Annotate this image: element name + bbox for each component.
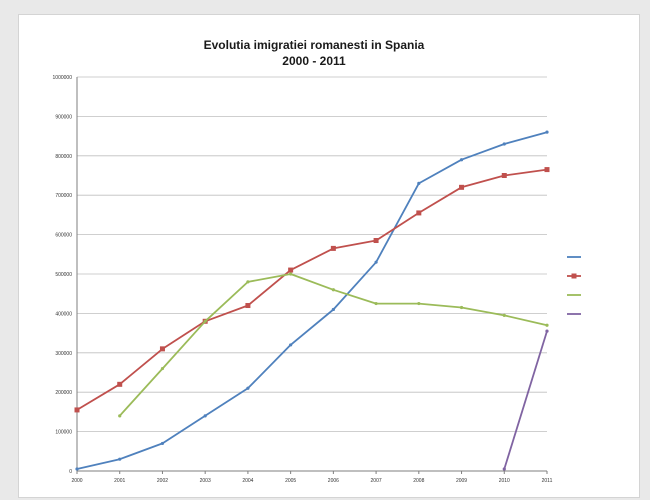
- x-tick-label: 2001: [114, 478, 125, 484]
- data-point-series-3: [289, 272, 293, 276]
- grid: [77, 76, 547, 472]
- data-point-series-1: [459, 158, 464, 162]
- data-point-series-3: [459, 305, 464, 310]
- data-point-series-3: [246, 280, 250, 284]
- data-point-series-2: [117, 381, 123, 387]
- y-tick-label: 700000: [55, 193, 72, 199]
- data-point-series-3: [374, 301, 378, 306]
- data-point-series-2: [245, 303, 251, 309]
- y-tick-label: 900000: [55, 114, 72, 120]
- data-point-series-2: [288, 267, 294, 273]
- chart-frame: Evolutia imigratiei romanesti in Spania …: [18, 14, 640, 498]
- data-point-series-1: [545, 130, 549, 134]
- chart-subtitle: 2000 - 2011: [282, 54, 346, 68]
- x-tick-label: 2003: [200, 478, 211, 484]
- chart-title: Evolutia imigratiei romanesti in Spania: [204, 38, 425, 52]
- data-point-series-2: [159, 346, 165, 352]
- series-line-3: [119, 273, 548, 417]
- data-point-series-1: [417, 181, 421, 185]
- series-line-2: [76, 168, 548, 411]
- y-tick-label: 300000: [55, 351, 72, 357]
- data-point-series-1: [289, 343, 293, 347]
- x-tick-label: 2009: [456, 478, 467, 484]
- y-tick-label: 400000: [55, 311, 72, 317]
- x-tick-label: 2004: [242, 478, 253, 484]
- data-point-series-1: [246, 386, 250, 390]
- legend: [567, 256, 581, 315]
- data-point-series-2: [74, 407, 80, 413]
- data-point-series-3: [331, 288, 335, 292]
- data-point-series-1: [118, 457, 122, 461]
- data-point-series-1: [374, 260, 378, 264]
- data-point-series-3: [203, 319, 207, 323]
- axes: 0 100000 200000 300000 400000 500000 600000 700…: [53, 75, 553, 484]
- x-tick-label: 2000: [71, 478, 82, 484]
- y-tick-label: 200000: [55, 390, 72, 396]
- data-point-series-2: [330, 245, 336, 251]
- data-point-series-2: [501, 173, 507, 178]
- data-point-series-2: [459, 184, 465, 190]
- y-tick-label: 500000: [55, 272, 72, 278]
- y-tick-label: 800000: [55, 154, 72, 160]
- data-point-series-4: [502, 467, 506, 471]
- x-tick-label: 2005: [285, 478, 296, 484]
- line-chart: Evolutia imigratiei romanesti in Spania …: [53, 38, 581, 484]
- data-point-series-3: [545, 323, 549, 327]
- x-tick-label: 2010: [499, 478, 510, 484]
- data-point-series-1: [502, 142, 506, 146]
- data-point-series-1: [331, 307, 335, 312]
- series-line-4: [503, 330, 548, 470]
- legend-marker-2: [571, 273, 577, 279]
- data-point-series-3: [118, 414, 122, 418]
- data-point-series-1: [75, 467, 79, 471]
- series-line-1: [76, 131, 548, 470]
- x-tick-label: 2002: [157, 478, 168, 484]
- data-point-series-4: [545, 329, 549, 333]
- y-tick-label: 100000: [55, 430, 72, 436]
- data-point-series-1: [160, 441, 165, 446]
- data-point-series-2: [373, 238, 379, 244]
- x-tick-label: 2011: [542, 478, 553, 484]
- series-lines: [74, 130, 550, 471]
- y-tick-label: 1000000: [53, 75, 73, 81]
- data-point-series-1: [203, 414, 207, 418]
- data-point-series-3: [502, 313, 506, 317]
- y-tick-label: 600000: [55, 233, 72, 239]
- data-point-series-2: [544, 167, 550, 173]
- x-tick-label: 2007: [371, 478, 382, 484]
- data-point-series-3: [417, 301, 421, 306]
- data-point-series-2: [416, 210, 422, 216]
- y-tick-label: 0: [69, 469, 72, 475]
- x-tick-label: 2008: [413, 478, 424, 484]
- x-tick-label: 2006: [328, 478, 339, 484]
- data-point-series-3: [160, 366, 165, 371]
